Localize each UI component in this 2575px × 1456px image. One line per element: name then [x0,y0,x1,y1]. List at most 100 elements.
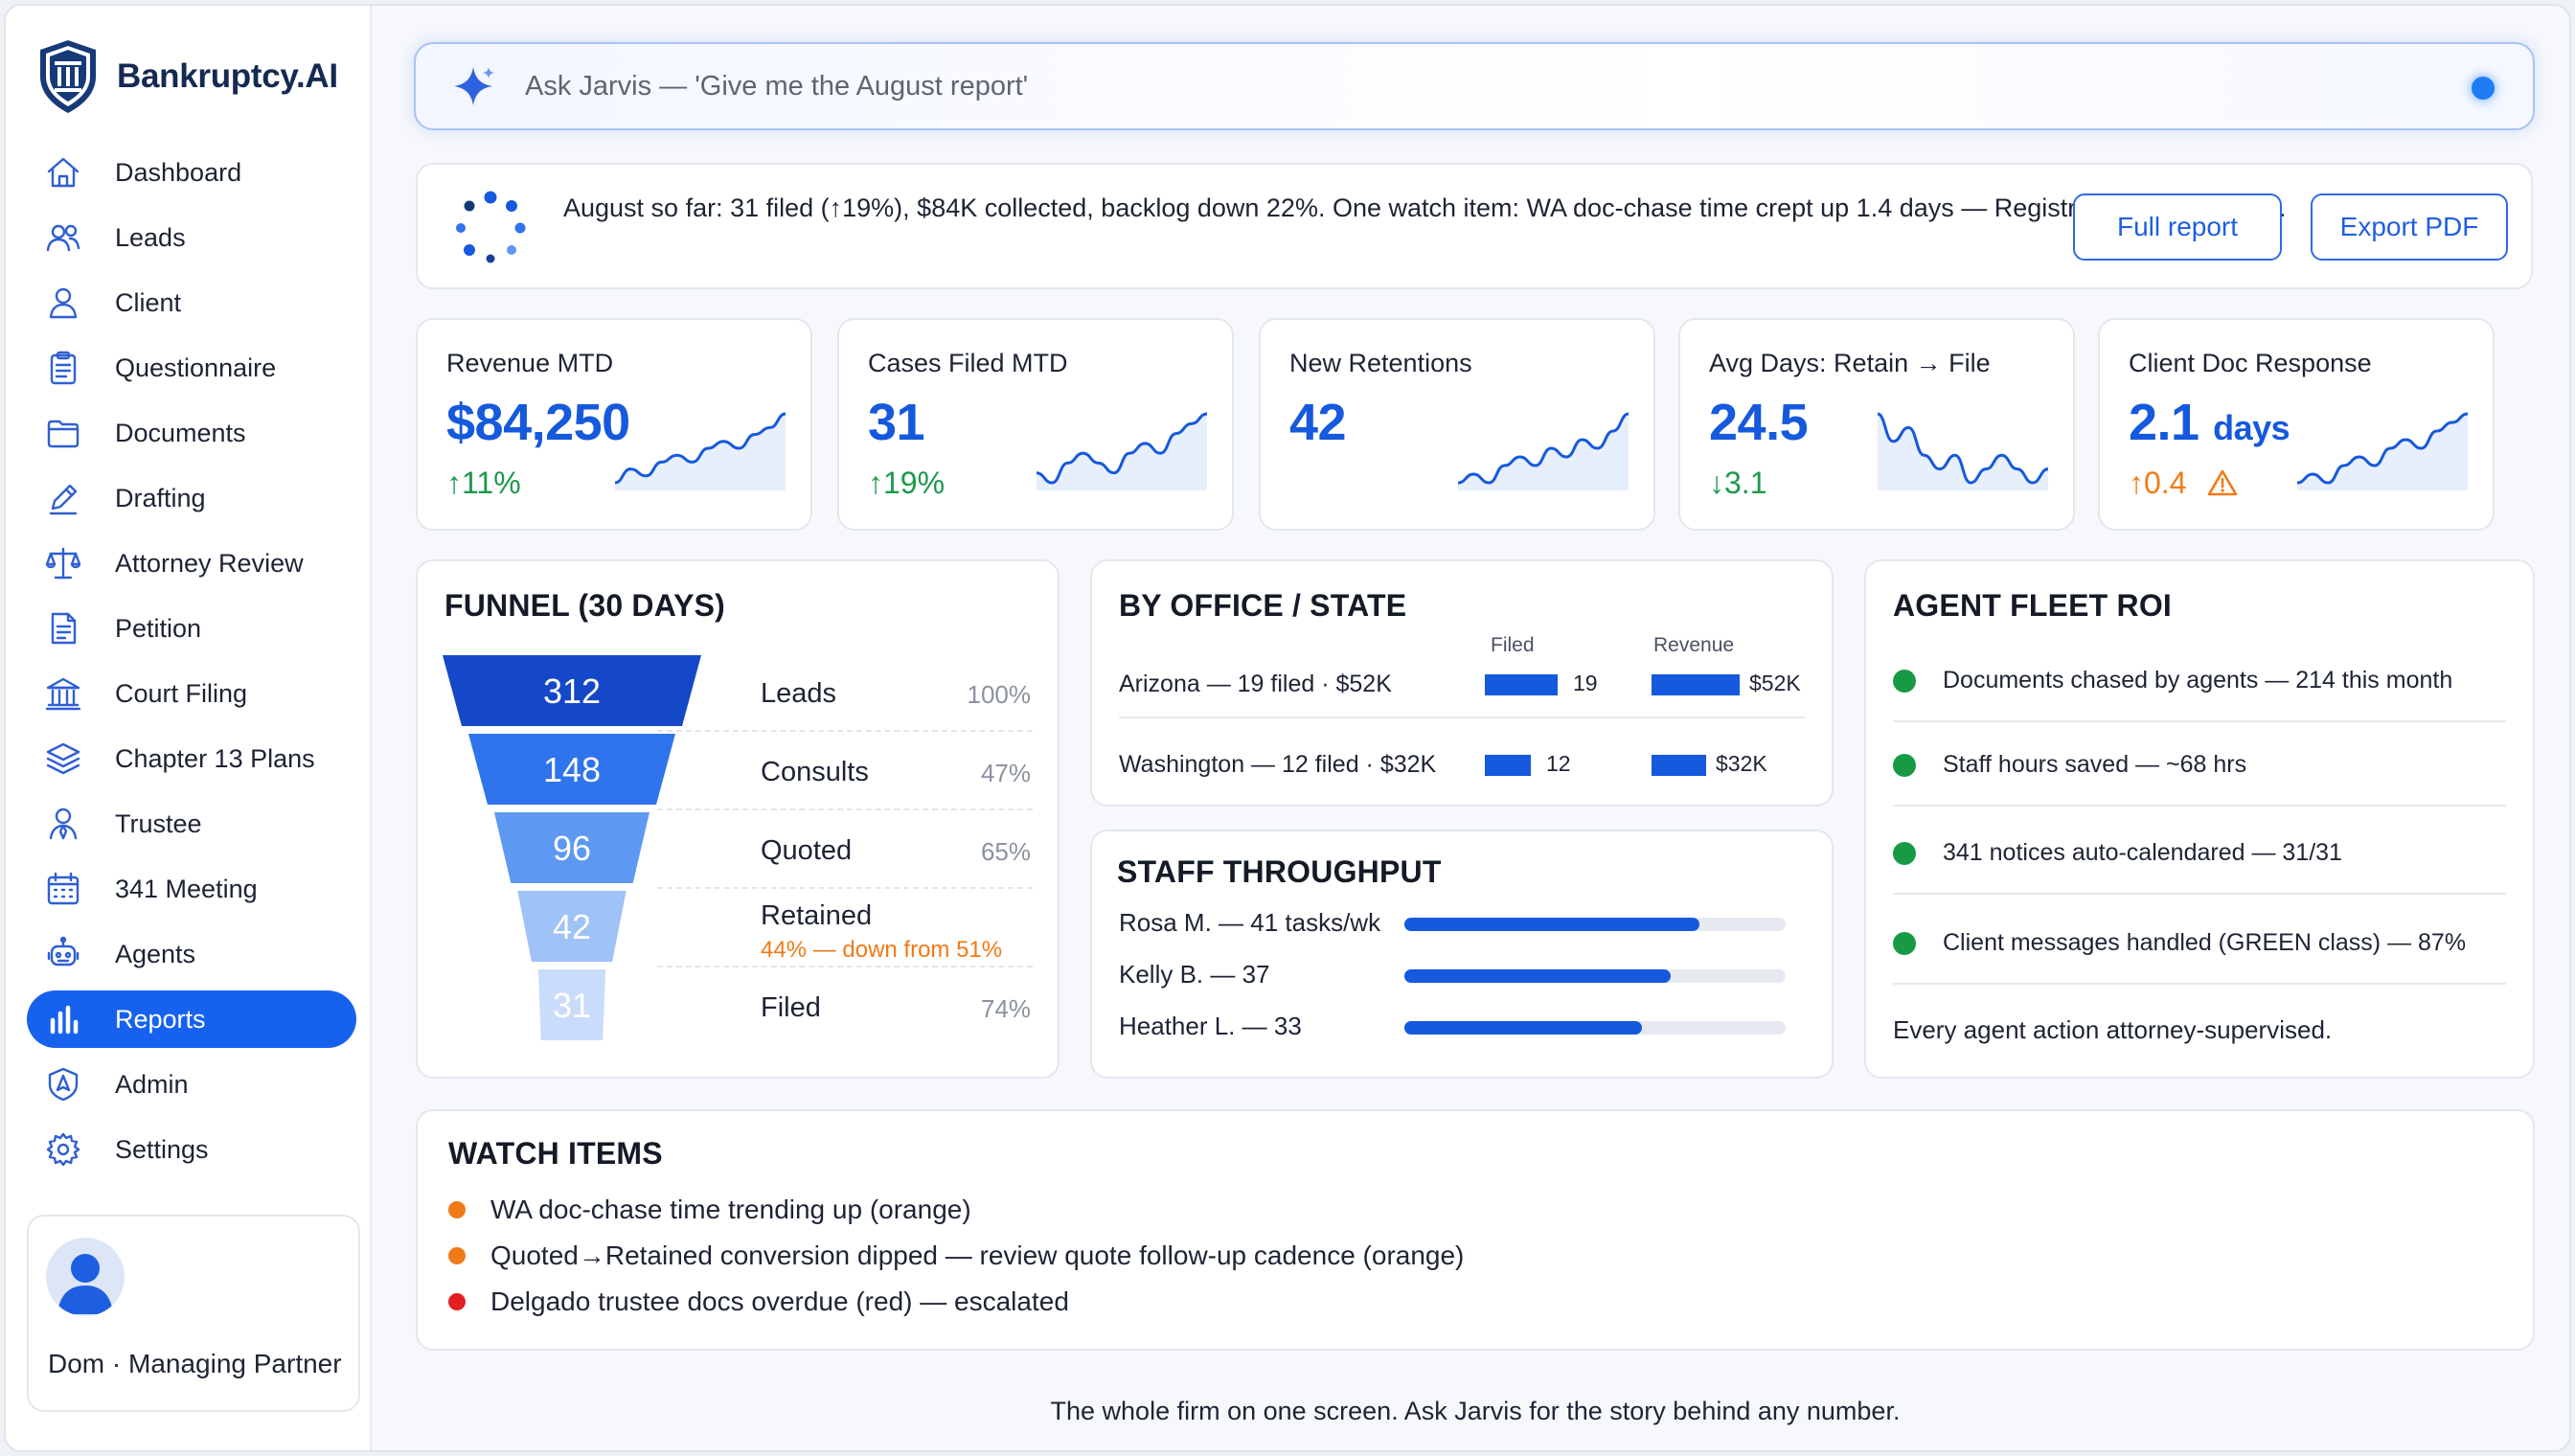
office-revenue-value: $52K [1749,671,1801,695]
kpi-unit: days [2213,408,2290,447]
sidebar-item-label: Admin [115,1069,189,1099]
sparkline-line [1877,412,2049,485]
sidebar-item-label: Court Filing [115,678,248,708]
kpi-card[interactable]: New Retentions 42 [1259,318,1655,531]
agent-footer-note: Every agent action attorney-supervised. [1893,1015,2333,1044]
staff-progress-track [1404,1021,1786,1035]
sidebar-item-settings[interactable]: Settings [27,1121,356,1178]
kpi-sparkline [1457,412,1629,490]
sidebar-item-questionnaire[interactable]: Questionnaire [27,339,356,397]
kpi-card[interactable]: Client Doc Response 2.1 days ↑0.4 [2098,318,2495,531]
kpi-value: 2.1 days [2129,394,2290,451]
funnel-card: FUNNEL (30 DAYS) 312 148 96 42 31 Leads 100% C… [416,559,1060,1079]
sidebar-item-admin[interactable]: Admin [27,1056,356,1113]
brand[interactable]: Bankruptcy.AI [36,38,338,115]
funnel-segment [517,891,627,962]
users-icon [44,218,82,257]
funnel-segment [494,812,649,883]
office-divider [1119,717,1805,718]
kpi-card[interactable]: Cases Filed MTD 31 ↑19% [837,318,1234,531]
kpi-value: $84,250 [446,394,630,451]
status-dot [448,1293,466,1310]
funnel-divider [657,808,1033,810]
sidebar-item-drafting[interactable]: Drafting [27,469,356,527]
sidebar-item-label: Reports [115,1004,206,1034]
sidebar-item-client[interactable]: Client [27,274,356,331]
full-report-button[interactable]: Full report [2073,193,2282,261]
watch-item-text: Delgado trustee docs overdue (red) — esc… [490,1286,1069,1316]
kpi-delta: ↑19% [868,466,946,500]
sidebar-item-label: Leads [115,222,186,252]
sidebar-item-dashboard[interactable]: Dashboard [27,144,356,201]
sidebar-item-trustee[interactable]: Trustee [27,795,356,853]
kpi-delta: ↑0.4 [2129,466,2238,501]
kpi-sparkline [2296,412,2469,490]
user-profile-card[interactable]: Dom · Managing Partner [27,1215,360,1412]
kpi-delta: ↓3.1 [1709,466,1767,500]
office-filed-bar [1485,674,1558,695]
office-title: BY OFFICE / STATE [1119,588,1407,623]
sidebar-item-reports[interactable]: Reports [27,990,356,1048]
funnel-value: 96 [553,829,591,868]
office-revenue-value: $32K [1716,751,1767,776]
kpi-label: Cases Filed MTD [868,349,1068,377]
staff-throughput-card: STAFF THROUGHPUT Rosa M. — 41 tasks/wk Ke… [1090,830,1834,1079]
funnel-stage-label: Filed [761,992,821,1023]
app-window: Bankruptcy.AI Dashboard Leads Client Questi… [4,4,2571,1452]
staff-progress-track [1404,918,1786,931]
funnel-divider [657,966,1033,967]
kpi-delta: ↑11% [446,466,521,500]
warning-icon [2208,469,2238,496]
agent-divider [1893,983,2506,985]
sidebar-item-petition[interactable]: Petition [27,600,356,657]
sidebar-item-label: Dashboard [115,157,242,187]
funnel-stage-label: Consults [761,757,869,787]
sidebar-item-341-meeting[interactable]: 341 Meeting [27,860,356,918]
office-filed-value: 19 [1573,671,1598,695]
office-row-name: Washington — 12 filed · $32K [1119,751,1437,778]
office-filed-bar [1485,755,1531,776]
funnel-value: 31 [553,986,591,1025]
agent-divider [1893,720,2506,722]
sidebar-item-label: 341 Meeting [115,874,258,903]
revenue-column-header: Revenue [1653,634,1735,656]
kpi-card[interactable]: Revenue MTD $84,250 ↑11% [416,318,812,531]
agent-roi-text: Staff hours saved — ~68 hrs [1943,751,2247,778]
calendar-icon [44,870,82,908]
sparkline-area [1878,414,2048,490]
watch-item[interactable]: WA doc-chase time trending up (orange) [448,1194,971,1226]
funnel-value: 312 [543,671,601,711]
sparkline-area [1458,414,1629,490]
watch-item[interactable]: Quoted→Retained conversion dipped — revi… [448,1240,1464,1272]
courthouse-icon [44,674,82,713]
staff-row-name: Rosa M. — 41 tasks/wk [1119,908,1381,937]
staff-progress-fill [1404,969,1671,983]
sidebar-item-label: Questionnaire [115,353,277,382]
status-dot-green [1893,670,1916,693]
sidebar-item-agents[interactable]: Agents [27,925,356,983]
staff-row-name: Heather L. — 33 [1119,1012,1302,1040]
kpi-label: Revenue MTD [446,349,614,377]
staff-progress-fill [1404,918,1699,931]
scales-icon [44,544,82,582]
jarvis-search-bar[interactable] [414,42,2535,130]
funnel-stage-pct: 65% [980,837,1031,866]
kpi-value: 42 [1289,394,1347,451]
kpi-card[interactable]: Avg Days: Retain → File 24.5 ↓3.1 [1678,318,2075,531]
sidebar-item-court-filing[interactable]: Court Filing [27,665,356,722]
loading-spinner-icon [456,191,526,263]
watch-item[interactable]: Delgado trustee docs overdue (red) — esc… [448,1285,1069,1318]
funnel-divider [657,887,1033,889]
sidebar-item-documents[interactable]: Documents [27,404,356,462]
sidebar-item-chapter-13-plans[interactable]: Chapter 13 Plans [27,730,356,787]
sparkline-line [614,412,786,485]
sparkle-icon [454,67,494,105]
export-pdf-button[interactable]: Export PDF [2311,193,2508,261]
search-input[interactable] [525,70,2345,102]
sidebar-item-attorney-review[interactable]: Attorney Review [27,535,356,592]
sparkline-line [1036,412,1208,485]
office-revenue-bar [1652,755,1706,776]
funnel-chart: 312 148 96 42 31 [443,655,701,1040]
voice-indicator-dot[interactable] [2472,77,2495,100]
sidebar-item-leads[interactable]: Leads [27,209,356,266]
